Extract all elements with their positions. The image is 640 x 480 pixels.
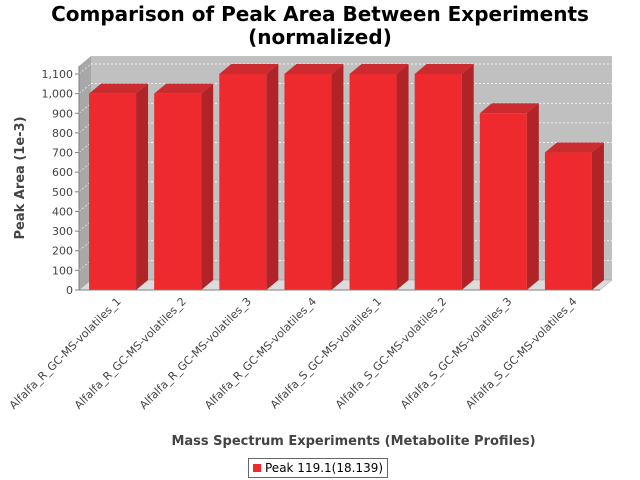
bar: [479, 113, 527, 290]
y-tick-label: 1,000: [42, 88, 74, 101]
chart-title: Comparison of Peak Area Between Experime…: [0, 3, 640, 49]
bar-side: [396, 64, 409, 290]
y-tick-label: 400: [52, 205, 73, 218]
bar-top: [544, 142, 604, 153]
bar: [414, 74, 462, 290]
x-tick-label: Alfalfa_R_GC-MS-volatiles_1: [7, 295, 124, 412]
legend-swatch: [253, 464, 261, 472]
bar-top: [479, 103, 539, 114]
y-tick-label: 100: [52, 264, 73, 277]
bar-side: [331, 64, 344, 290]
x-tick-label: Alfalfa_R_GC-MS-volatiles_2: [72, 295, 189, 412]
x-axis-label: Mass Spectrum Experiments (Metabolite Pr…: [171, 434, 535, 449]
bar-side: [201, 83, 214, 291]
gridline-side: [78, 103, 92, 114]
bar-side: [591, 142, 604, 290]
bar-top: [154, 83, 214, 94]
gridline-side: [78, 142, 92, 153]
x-tick-label: Alfalfa_S_GC-MS-volatiles_4: [463, 295, 579, 411]
plot-left-wall: [79, 56, 91, 290]
gridline-side: [78, 220, 92, 232]
bar: [89, 93, 137, 291]
legend-label: Peak 119.1(18.139): [265, 461, 384, 475]
bar-side: [461, 64, 474, 290]
y-tick-label: 500: [52, 186, 73, 199]
bar: [349, 74, 397, 290]
y-tick-label: 700: [52, 147, 73, 160]
bar: [219, 74, 267, 290]
chart-title-line2: (normalized): [248, 25, 392, 49]
bar-top: [349, 64, 409, 74]
y-tick-label: 0: [66, 284, 73, 297]
y-axis-label: Peak Area (1e-3): [13, 116, 28, 239]
bar-side: [266, 64, 279, 290]
x-tick-label: Alfalfa_R_GC-MS-volatiles_4: [202, 295, 319, 412]
gridline-side: [78, 63, 92, 75]
x-tick-label: Alfalfa_R_GC-MS-volatiles_3: [137, 295, 254, 412]
gridline-side: [78, 181, 92, 193]
chart-title-line1: Comparison of Peak Area Between Experime…: [51, 2, 589, 26]
x-tick-label: Alfalfa_S_GC-MS-volatiles_1: [268, 295, 384, 411]
x-tick-label: Alfalfa_S_GC-MS-volatiles_2: [333, 295, 449, 411]
gridline-side: [78, 201, 92, 212]
y-tick-label: 300: [52, 225, 73, 238]
bar-top: [219, 64, 279, 74]
bar-top: [89, 83, 149, 94]
gridline-side: [78, 260, 92, 271]
gridline-side: [78, 161, 92, 173]
bar: [544, 152, 592, 290]
bar: [284, 74, 332, 290]
bar-side: [526, 103, 539, 290]
bar-top: [284, 64, 344, 74]
y-tick-label: 200: [52, 245, 73, 258]
gridline-side: [78, 240, 92, 251]
bar: [154, 93, 202, 291]
y-tick-label: 600: [52, 166, 73, 179]
legend: Peak 119.1(18.139): [248, 458, 389, 478]
gridline-side: [78, 122, 92, 134]
bar-top: [414, 64, 474, 74]
y-tick-label: 1,100: [42, 68, 74, 81]
gridline-side: [78, 83, 92, 94]
bar-side: [136, 83, 149, 291]
y-tick-label: 900: [52, 107, 73, 120]
x-tick-label: Alfalfa_S_GC-MS-volatiles_3: [398, 295, 514, 411]
y-tick-label: 800: [52, 127, 73, 140]
